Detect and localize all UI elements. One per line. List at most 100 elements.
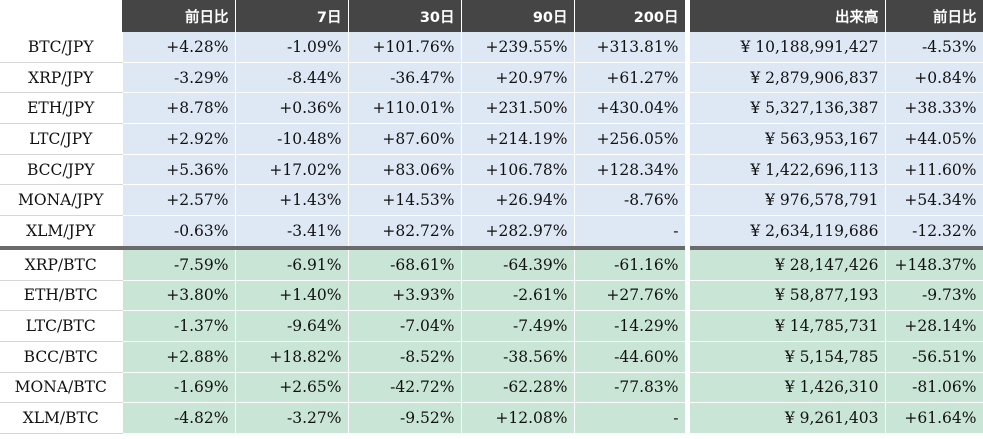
cell-volume-1d-change: -9.73% <box>885 280 983 312</box>
cell-200d-change: -44.60% <box>574 341 690 373</box>
cell-volume-1d-change: +61.64% <box>885 402 983 434</box>
pair-label: LTC/BTC <box>0 310 123 342</box>
cell-volume-1d-change: -4.53% <box>885 32 983 63</box>
cell-volume: ¥ 14,785,731 <box>687 310 886 342</box>
cell-30d-change: -36.47% <box>348 62 462 94</box>
cell-30d-change: -42.72% <box>348 372 462 404</box>
cell-30d-change: -8.52% <box>348 341 462 373</box>
pair-label: ETH/JPY <box>0 92 123 125</box>
cell-1d-change: +4.28% <box>122 32 236 63</box>
table-row: ETH/BTC +3.80% +1.40% +3.93% -2.61% +27.76% ¥ … <box>0 280 983 312</box>
cell-7d-change: -10.48% <box>235 123 349 155</box>
pair-label: XLM/BTC <box>0 402 123 434</box>
table-row: LTC/JPY +2.92% -10.48% +87.60% +214.19% +256.… <box>0 123 983 155</box>
pair-label: MONA/JPY <box>0 184 123 217</box>
cell-90d-change: +26.94% <box>461 184 575 217</box>
cell-200d-change: -8.76% <box>574 184 690 217</box>
table-row: MONA/JPY +2.57% +1.43% +14.53% +26.94% -8.76%… <box>0 184 983 217</box>
header-1d-change: 前日比 <box>122 0 236 32</box>
cell-1d-change: -1.37% <box>122 310 236 342</box>
table-row: LTC/BTC -1.37% -9.64% -7.04% -7.49% -14.29% ¥ … <box>0 310 983 342</box>
pair-label: BTC/JPY <box>0 32 123 63</box>
cell-90d-change: -2.61% <box>461 280 575 312</box>
cell-7d-change: -1.09% <box>235 32 349 63</box>
cell-90d-change: +214.19% <box>461 123 575 155</box>
cell-7d-change: -3.27% <box>235 402 349 434</box>
table-row: BCC/JPY +5.36% +17.02% +83.06% +106.78% +128.… <box>0 154 983 186</box>
cell-volume-1d-change: -56.51% <box>885 341 983 373</box>
cell-volume: ¥ 58,877,193 <box>687 280 886 312</box>
pair-label: ETH/BTC <box>0 280 123 312</box>
table-row: XLM/BTC -4.82% -3.27% -9.52% +12.08% - ¥ 9,261… <box>0 402 983 434</box>
cell-1d-change: -3.29% <box>122 62 236 94</box>
header-7d-change: 7日 <box>235 0 349 32</box>
cell-90d-change: +239.55% <box>461 32 575 63</box>
cell-200d-change: +27.76% <box>574 280 690 312</box>
pair-label: XRP/JPY <box>0 62 123 94</box>
table-row: XRP/BTC -7.59% -6.91% -68.61% -64.39% -61.16%… <box>0 245 983 281</box>
cell-volume-1d-change: +148.37% <box>885 245 983 281</box>
cell-1d-change: +2.57% <box>122 184 236 217</box>
cell-30d-change: +110.01% <box>348 92 462 125</box>
cell-90d-change: -62.28% <box>461 372 575 404</box>
cell-200d-change: -14.29% <box>574 310 690 342</box>
header-volume-1d-change: 前日比 <box>885 0 983 32</box>
table-body: BTC/JPY +4.28% -1.09% +101.76% +239.55% +313.… <box>0 32 983 434</box>
cell-volume-1d-change: +28.14% <box>885 310 983 342</box>
cell-30d-change: -9.52% <box>348 402 462 434</box>
cell-volume-1d-change: +0.84% <box>885 62 983 94</box>
cell-200d-change: +313.81% <box>574 32 690 63</box>
pair-label: BCC/BTC <box>0 341 123 373</box>
cell-1d-change: +2.88% <box>122 341 236 373</box>
cell-7d-change: +17.02% <box>235 154 349 186</box>
cell-volume: ¥ 2,879,906,837 <box>687 62 886 94</box>
cell-200d-change: +61.27% <box>574 62 690 94</box>
cell-7d-change: -3.41% <box>235 215 349 249</box>
header-volume: 出来高 <box>687 0 886 32</box>
cell-volume-1d-change: +11.60% <box>885 154 983 186</box>
cell-volume-1d-change: +44.05% <box>885 123 983 155</box>
table-header: 前日比 7日 30日 90日 200日 出来高 前日比 <box>0 0 983 32</box>
cell-200d-change: +430.04% <box>574 92 690 125</box>
cell-90d-change: +106.78% <box>461 154 575 186</box>
cell-90d-change: +231.50% <box>461 92 575 125</box>
cell-7d-change: +1.40% <box>235 280 349 312</box>
cell-200d-change: -61.16% <box>574 245 690 281</box>
cell-90d-change: -64.39% <box>461 245 575 281</box>
cell-1d-change: +5.36% <box>122 154 236 186</box>
cell-30d-change: +87.60% <box>348 123 462 155</box>
table-row: XRP/JPY -3.29% -8.44% -36.47% +20.97% +61.27%… <box>0 62 983 94</box>
cell-1d-change: -4.82% <box>122 402 236 434</box>
cell-200d-change: -77.83% <box>574 372 690 404</box>
cell-1d-change: -7.59% <box>122 245 236 281</box>
cell-7d-change: +18.82% <box>235 341 349 373</box>
cell-7d-change: +0.36% <box>235 92 349 125</box>
cell-7d-change: -8.44% <box>235 62 349 94</box>
cell-7d-change: +2.65% <box>235 372 349 404</box>
cell-30d-change: +82.72% <box>348 215 462 249</box>
cell-90d-change: +282.97% <box>461 215 575 249</box>
cell-30d-change: +83.06% <box>348 154 462 186</box>
cell-volume: ¥ 1,426,310 <box>687 372 886 404</box>
cell-volume-1d-change: -12.32% <box>885 215 983 249</box>
table-row: BCC/BTC +2.88% +18.82% -8.52% -38.56% -44.60%… <box>0 341 983 373</box>
cell-volume-1d-change: +54.34% <box>885 184 983 217</box>
cell-90d-change: +20.97% <box>461 62 575 94</box>
header-200d-change: 200日 <box>574 0 690 32</box>
cell-volume: ¥ 9,261,403 <box>687 402 886 434</box>
cell-30d-change: +14.53% <box>348 184 462 217</box>
cell-7d-change: -6.91% <box>235 245 349 281</box>
cell-30d-change: +101.76% <box>348 32 462 63</box>
header-row: 前日比 7日 30日 90日 200日 出来高 前日比 <box>0 0 983 32</box>
cell-1d-change: +2.92% <box>122 123 236 155</box>
header-blank-cell <box>0 0 122 32</box>
cell-200d-change: +128.34% <box>574 154 690 186</box>
cell-200d-change: - <box>574 402 690 434</box>
cell-30d-change: -68.61% <box>348 245 462 281</box>
cell-1d-change: +3.80% <box>122 280 236 312</box>
cell-90d-change: -38.56% <box>461 341 575 373</box>
cell-volume: ¥ 28,147,426 <box>687 245 886 281</box>
cell-1d-change: +8.78% <box>122 92 236 125</box>
